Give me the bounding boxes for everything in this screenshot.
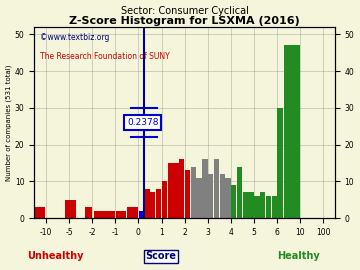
Bar [271, 196, 277, 218]
Bar [237, 167, 242, 218]
Bar [185, 170, 190, 218]
Bar [144, 189, 150, 218]
Bar [197, 178, 202, 218]
Bar [167, 163, 173, 218]
Bar [150, 192, 156, 218]
Bar [64, 200, 69, 218]
Bar [225, 178, 231, 218]
Bar [85, 207, 92, 218]
Bar [248, 192, 254, 218]
Bar [173, 163, 179, 218]
Bar [162, 181, 167, 218]
Bar [278, 108, 283, 218]
Text: Healthy: Healthy [278, 251, 320, 262]
Text: The Research Foundation of SUNY: The Research Foundation of SUNY [40, 52, 170, 61]
Bar [202, 159, 207, 218]
Title: Z-Score Histogram for LSXMA (2016): Z-Score Histogram for LSXMA (2016) [69, 16, 300, 26]
Bar [254, 196, 260, 218]
Bar [191, 167, 196, 218]
Text: ©www.textbiz.org: ©www.textbiz.org [40, 33, 110, 42]
Text: Sector: Consumer Cyclical: Sector: Consumer Cyclical [121, 6, 248, 16]
Bar [69, 200, 76, 218]
Y-axis label: Number of companies (531 total): Number of companies (531 total) [5, 64, 12, 181]
Bar [139, 211, 144, 218]
Bar [284, 45, 300, 218]
Bar [231, 185, 237, 218]
Bar [260, 192, 265, 218]
Bar [116, 211, 126, 218]
Bar [156, 189, 161, 218]
Bar [214, 159, 219, 218]
Bar [179, 159, 184, 218]
Text: Unhealthy: Unhealthy [27, 251, 84, 262]
Bar [32, 207, 45, 218]
Bar [94, 211, 104, 218]
Text: 0.2378: 0.2378 [127, 118, 158, 127]
Bar [208, 174, 213, 218]
Bar [266, 196, 271, 218]
Bar [220, 174, 225, 218]
Bar [127, 207, 138, 218]
Bar [243, 192, 248, 218]
Bar [104, 211, 115, 218]
Text: Score: Score [145, 251, 176, 262]
